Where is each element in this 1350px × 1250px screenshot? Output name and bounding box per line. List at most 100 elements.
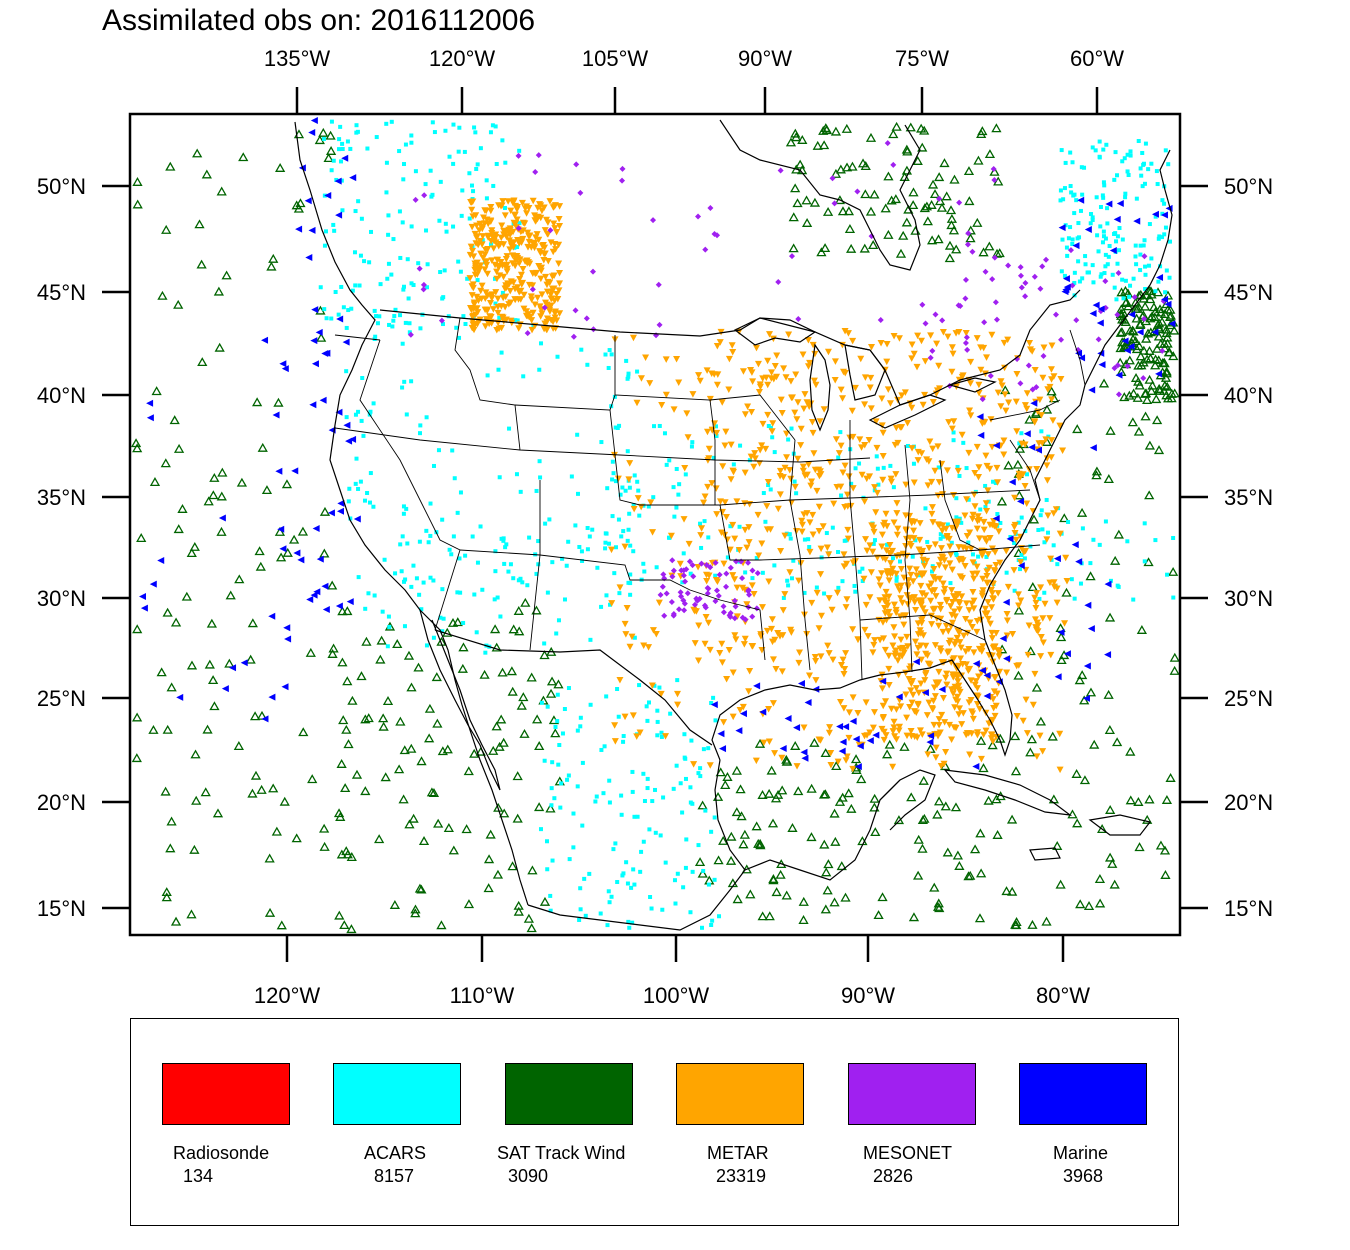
metar-marker [956, 639, 964, 646]
sat-track-wind-marker [1046, 386, 1057, 396]
metar-marker [870, 641, 878, 649]
sat-track-wind-marker [399, 745, 410, 755]
acars-marker [511, 576, 516, 581]
mesonet-marker [704, 590, 711, 597]
acars-marker [545, 867, 550, 872]
metar-marker [787, 378, 795, 385]
acars-marker [674, 505, 679, 510]
metar-marker [969, 715, 977, 723]
metar-marker [902, 481, 910, 489]
metar-marker [1063, 578, 1071, 585]
acars-marker [641, 839, 646, 844]
mesonet-marker [1037, 285, 1044, 292]
acars-marker [897, 559, 902, 564]
metar-marker [481, 323, 489, 330]
metar-marker [948, 425, 956, 433]
metar-marker [890, 601, 898, 609]
metar-marker [696, 377, 704, 385]
metar-marker [529, 197, 537, 205]
metar-marker [1000, 339, 1008, 347]
metar-marker [919, 547, 927, 555]
metar-marker [988, 635, 996, 642]
marine-marker [793, 724, 801, 732]
bottom-lon-label: 80°W [1036, 983, 1090, 1008]
sat-track-wind-marker [797, 135, 808, 144]
marine-marker [335, 602, 343, 610]
metar-marker [849, 559, 857, 567]
mesonet-marker [707, 204, 714, 211]
metar-marker [750, 590, 758, 598]
metar-marker [873, 489, 881, 497]
sat-track-wind-marker [735, 784, 746, 794]
acars-marker [475, 278, 480, 283]
acars-marker [628, 543, 633, 548]
metar-marker [720, 560, 728, 568]
acars-marker [1125, 152, 1130, 157]
legend-entry-mesonet [848, 1063, 978, 1125]
sat-track-wind-marker [1110, 555, 1121, 565]
metar-marker [927, 332, 935, 339]
metar-marker [718, 640, 726, 648]
marine-marker [281, 365, 289, 373]
acars-marker [737, 524, 742, 529]
metar-marker [507, 317, 515, 325]
metar-marker [984, 599, 992, 606]
sat-track-wind-marker [375, 654, 386, 664]
marine-marker [1082, 694, 1090, 702]
metar-marker [542, 273, 550, 281]
mesonet-marker [660, 571, 667, 578]
metar-marker [995, 653, 1003, 661]
sat-track-wind-marker [1010, 766, 1022, 776]
acars-marker [706, 535, 711, 540]
metar-marker [878, 395, 886, 402]
sat-track-wind-marker [881, 749, 893, 759]
metar-marker [1046, 383, 1054, 391]
acars-marker [536, 539, 541, 544]
metar-marker [894, 525, 902, 533]
sat-track-wind-marker [996, 496, 1008, 506]
metar-marker [966, 665, 974, 673]
acars-marker [455, 510, 460, 515]
acars-marker [871, 541, 876, 546]
metar-marker [943, 534, 951, 541]
metar-marker [494, 257, 502, 264]
metar-marker [943, 670, 951, 678]
marine-marker [999, 635, 1007, 643]
acars-marker [560, 731, 565, 736]
marine-marker [1104, 580, 1112, 588]
acars-marker [418, 326, 423, 331]
acars-marker [1142, 521, 1147, 526]
metar-marker [633, 399, 641, 407]
sat-track-wind-marker [757, 789, 768, 799]
sat-track-wind-marker [1159, 309, 1171, 319]
metar-marker [885, 593, 893, 601]
metar-marker [869, 724, 877, 732]
metar-marker [667, 532, 675, 540]
sat-track-wind-marker [745, 889, 756, 899]
metar-marker [975, 535, 983, 542]
metar-marker [890, 718, 898, 726]
marine-marker [334, 177, 342, 185]
metar-marker [489, 234, 497, 242]
sat-track-wind-marker [1061, 587, 1072, 597]
metar-marker [1041, 600, 1049, 608]
sat-track-wind-marker [209, 472, 220, 482]
metar-marker [773, 352, 781, 360]
metar-marker [466, 275, 474, 282]
marine-marker [1164, 300, 1172, 308]
acars-marker [676, 492, 681, 497]
metar-marker [537, 202, 545, 209]
sat-track-wind-marker [1144, 346, 1155, 355]
acars-marker [894, 578, 899, 583]
metar-marker [506, 231, 514, 239]
acars-marker [438, 179, 443, 184]
sat-track-wind-marker [200, 787, 211, 797]
acars-marker [428, 168, 433, 173]
acars-marker [443, 221, 448, 226]
acars-marker [1136, 139, 1141, 144]
metar-marker [948, 587, 956, 594]
metar-marker [845, 473, 853, 480]
metar-marker [1046, 579, 1054, 587]
sat-track-wind-marker [1031, 682, 1043, 692]
metar-marker [1039, 374, 1047, 382]
